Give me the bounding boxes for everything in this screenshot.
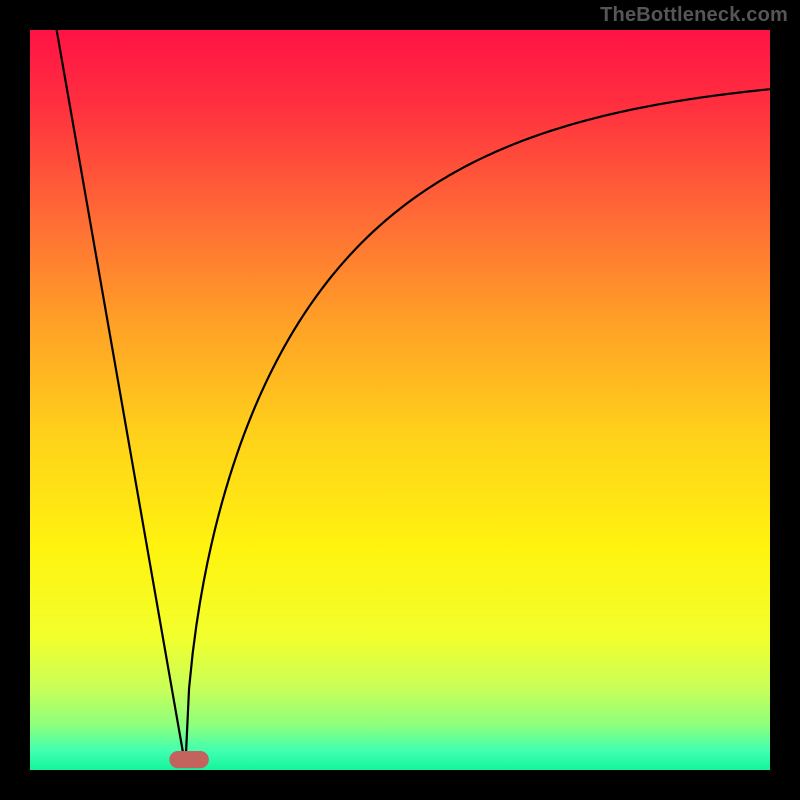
optimal-range-marker [170, 752, 208, 768]
watermark-text: TheBottleneck.com [600, 4, 788, 27]
gradient-background [30, 30, 770, 770]
chart-frame: TheBottleneck.com [0, 0, 800, 800]
plot-svg [30, 30, 770, 770]
plot-area [30, 30, 770, 770]
